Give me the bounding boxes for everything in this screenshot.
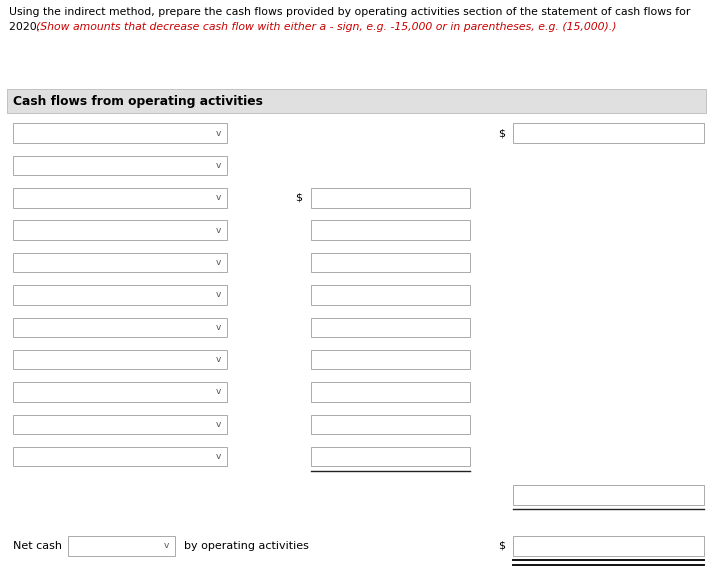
Text: $: $	[295, 193, 302, 203]
Text: v: v	[216, 323, 222, 332]
Text: v: v	[216, 387, 222, 396]
Bar	[513, 485, 704, 505]
Text: $: $	[498, 128, 505, 138]
Bar	[311, 285, 470, 305]
Bar	[311, 350, 470, 369]
Bar	[13, 285, 227, 305]
Text: v: v	[216, 129, 222, 138]
Bar	[513, 123, 704, 143]
Bar	[13, 188, 227, 208]
Bar	[311, 188, 470, 208]
Text: Cash flows from operating activities: Cash flows from operating activities	[13, 95, 262, 108]
Text: v: v	[216, 226, 222, 235]
Text: 2020.: 2020.	[9, 22, 43, 32]
Bar	[311, 447, 470, 466]
Bar	[7, 89, 706, 113]
Bar	[13, 382, 227, 402]
Bar	[13, 253, 227, 272]
Bar	[311, 382, 470, 402]
Text: v: v	[216, 290, 222, 299]
Bar	[13, 415, 227, 434]
Text: Net cash: Net cash	[13, 541, 62, 551]
Text: $: $	[498, 541, 505, 551]
Bar	[311, 318, 470, 337]
Text: v: v	[216, 420, 222, 429]
Text: v: v	[216, 355, 222, 364]
Text: v: v	[216, 452, 222, 461]
Bar	[311, 253, 470, 272]
Bar	[311, 415, 470, 434]
Bar	[13, 220, 227, 240]
Text: v: v	[216, 258, 222, 267]
Text: (Show amounts that decrease cash flow with either a - sign, e.g. -15,000 or in p: (Show amounts that decrease cash flow wi…	[36, 22, 616, 32]
Bar	[13, 123, 227, 143]
Text: v: v	[164, 542, 169, 550]
Text: v: v	[216, 193, 222, 202]
Bar	[13, 350, 227, 369]
Bar	[513, 536, 704, 556]
Bar	[13, 156, 227, 175]
Bar	[13, 447, 227, 466]
Bar	[68, 536, 175, 556]
Text: v: v	[216, 161, 222, 170]
Text: Using the indirect method, prepare the cash flows provided by operating activiti: Using the indirect method, prepare the c…	[9, 7, 690, 17]
Text: by operating activities: by operating activities	[184, 541, 309, 551]
Bar	[13, 318, 227, 337]
Bar	[311, 220, 470, 240]
